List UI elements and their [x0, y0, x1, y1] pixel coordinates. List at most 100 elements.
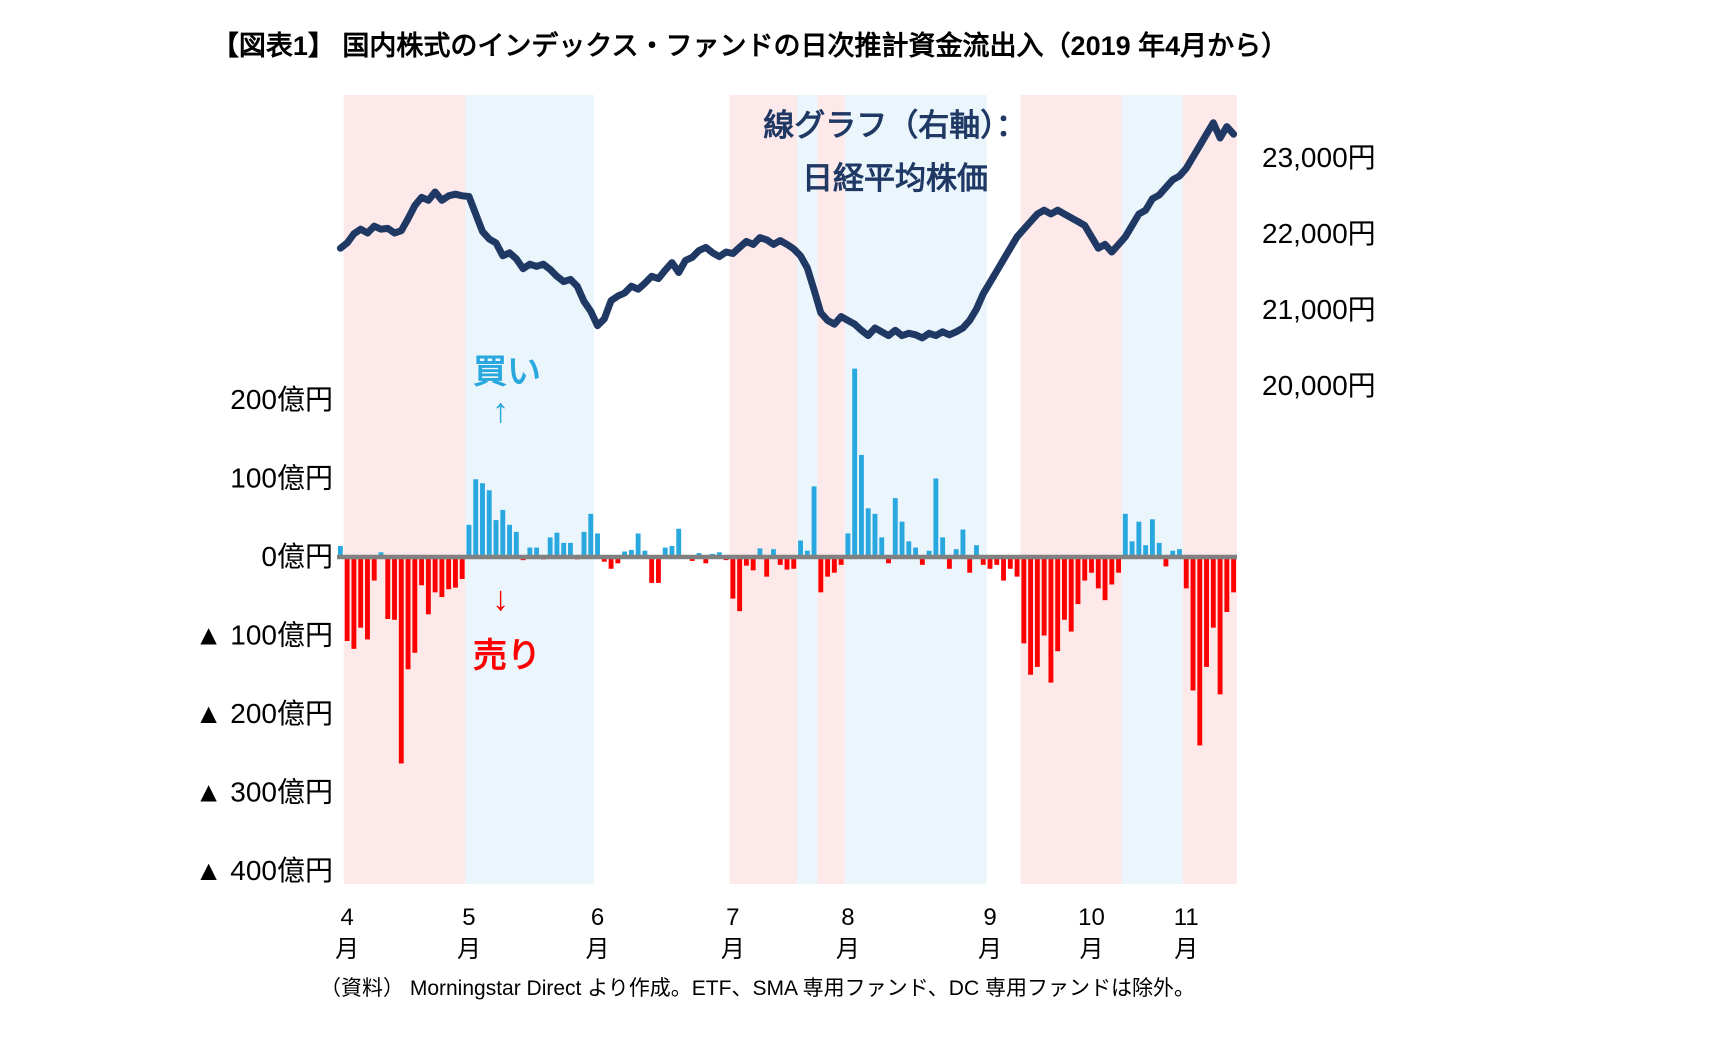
flow-bar-buy — [378, 552, 384, 557]
flow-bar-buy — [662, 547, 668, 557]
flow-bar-sell — [1183, 557, 1189, 589]
flow-bar-buy — [872, 513, 878, 557]
flow-bar-buy — [480, 483, 485, 557]
flow-bar-sell — [1102, 557, 1108, 601]
month-tick-number: 6 — [591, 904, 604, 931]
right-axis-tick: 23,000円 — [1262, 142, 1376, 173]
flow-bar-sell — [649, 557, 655, 583]
up-arrow-icon: ↑ — [492, 392, 509, 430]
flow-bar-buy — [561, 542, 567, 557]
month-tick-number: 10 — [1078, 904, 1105, 931]
flow-bar-buy — [1177, 549, 1182, 557]
buy-period-band — [1121, 95, 1183, 884]
left-axis-tick: ▲ 400億円 — [195, 855, 333, 886]
month-tick-number: 7 — [726, 904, 739, 931]
line-legend-row1: 線グラフ（右軸）： — [763, 108, 1027, 143]
flow-bar-buy — [507, 524, 512, 557]
flow-bar-sell — [1075, 557, 1081, 605]
flow-bar-sell — [1197, 557, 1203, 746]
month-tick-unit: 月 — [335, 936, 359, 963]
sell-label: 売り — [473, 637, 541, 675]
flow-bar-sell — [1116, 557, 1122, 573]
flow-bar-sell — [425, 557, 431, 615]
left-axis-tick: ▲ 100億円 — [195, 620, 333, 651]
flow-bar-sell — [818, 557, 824, 593]
flow-bar-buy — [595, 533, 600, 557]
flow-bar-buy — [1129, 541, 1135, 557]
flow-bar-buy — [500, 509, 506, 557]
flow-bar-sell — [601, 557, 607, 562]
flow-bar-buy — [933, 478, 939, 557]
flow-bar-sell — [655, 557, 661, 583]
flow-bar-sell — [1021, 557, 1027, 644]
month-tick-unit: 月 — [1174, 936, 1198, 963]
flow-bar-sell — [703, 557, 709, 564]
flow-bar-sell — [1210, 557, 1216, 628]
left-axis-tick: ▲ 300億円 — [195, 777, 333, 808]
flow-bar-sell — [825, 557, 831, 577]
sell-period-band — [1020, 95, 1122, 884]
month-tick-unit: 月 — [457, 936, 481, 963]
flow-bar-sell — [886, 557, 891, 564]
flow-bar-buy — [804, 550, 810, 557]
flow-bar-buy — [1156, 542, 1162, 557]
flow-bar-buy — [940, 537, 946, 557]
flow-bar-sell — [1055, 557, 1061, 652]
flow-bar-sell — [459, 557, 465, 579]
flow-bar-buy — [1143, 545, 1149, 557]
flow-bar-sell — [1224, 557, 1230, 612]
left-axis-tick: 200億円 — [230, 384, 333, 415]
flow-bar-sell — [838, 557, 844, 565]
flow-bar-buy — [771, 549, 776, 557]
flow-bar-sell — [1089, 557, 1094, 573]
flow-bar-buy — [635, 533, 641, 557]
sell-period-band — [1182, 95, 1237, 884]
flow-bar-sell — [405, 557, 411, 670]
sell-period-band — [729, 95, 798, 884]
flow-bar-sell — [831, 557, 837, 573]
flow-bar-sell — [980, 557, 986, 565]
month-tick-number: 8 — [841, 904, 854, 931]
flow-bar-buy — [892, 498, 898, 557]
flow-bar-buy — [852, 368, 858, 557]
flow-bar-buy — [845, 533, 851, 557]
right-axis-tick: 22,000円 — [1262, 218, 1376, 249]
month-tick-unit: 月 — [836, 936, 860, 963]
flow-bar-sell — [1204, 557, 1209, 667]
flow-bar-sell — [419, 557, 425, 586]
flow-bar-sell — [1095, 557, 1101, 589]
flow-bar-sell — [1007, 557, 1013, 569]
flow-bar-buy — [953, 549, 959, 557]
flow-bar-buy — [757, 548, 763, 557]
flow-bar-sell — [1082, 557, 1088, 581]
buy-label: 買い — [473, 353, 541, 391]
flow-bar-buy — [486, 490, 492, 557]
flow-bar-sell — [1001, 557, 1006, 581]
flow-bar-buy — [879, 537, 885, 557]
flow-bar-sell — [385, 557, 391, 620]
flow-bar-sell — [446, 557, 452, 590]
flow-bar-sell — [1217, 557, 1223, 695]
flow-bar-sell — [432, 557, 438, 593]
flow-bar-sell — [1109, 557, 1115, 585]
flow-bar-sell — [365, 557, 370, 640]
flow-bar-sell — [777, 557, 783, 565]
flow-bar-sell — [1014, 557, 1020, 577]
flow-bar-sell — [946, 557, 952, 569]
line-legend: 線グラフ（右軸）： 日経平均株価 — [715, 100, 1075, 205]
flow-bar-buy — [473, 479, 479, 557]
flow-bar-buy — [337, 546, 343, 557]
flow-bar-buy — [554, 532, 560, 557]
flow-bar-buy — [811, 486, 817, 557]
flow-bar-buy — [899, 521, 905, 557]
flow-bar-buy — [642, 550, 648, 557]
flow-bar-sell — [730, 557, 736, 599]
nikkei-line — [336, 119, 1238, 342]
flow-bar-buy — [913, 547, 919, 557]
flow-bar-sell — [791, 557, 797, 569]
flow-bar-sell — [750, 557, 756, 571]
flow-bar-sell — [1231, 557, 1237, 593]
buy-period-band — [465, 95, 595, 884]
